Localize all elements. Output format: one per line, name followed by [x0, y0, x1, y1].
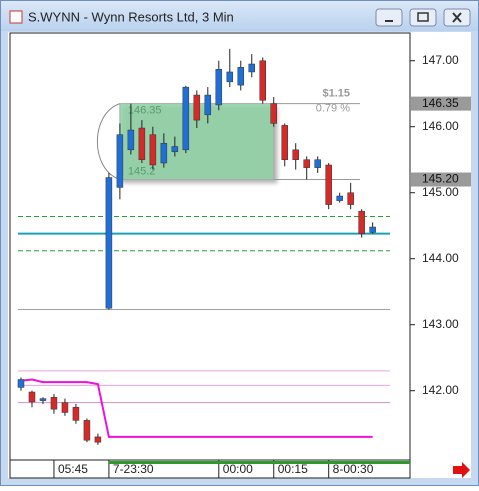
candle-body: [105, 177, 113, 309]
candle-body: [50, 397, 58, 410]
candle-body: [347, 192, 354, 205]
candle-body: [127, 129, 135, 151]
candle-body: [369, 226, 376, 233]
candle-body: [116, 134, 124, 188]
candle-body: [314, 159, 321, 168]
price-marker-label: 145.20: [422, 172, 459, 186]
candle-body: [226, 71, 234, 83]
time-axis: [9, 459, 411, 479]
minimize-button[interactable]: [375, 8, 403, 27]
candle-body: [325, 164, 332, 205]
candle-body: [336, 195, 343, 201]
candle-body: [248, 63, 256, 73]
candle-body: [182, 86, 190, 151]
candle-body: [204, 94, 212, 116]
app-icon: [9, 10, 23, 24]
candle-body: [72, 406, 80, 421]
maximize-button[interactable]: [409, 8, 437, 27]
candle-body: [149, 134, 157, 166]
x-tick-label: 05:45: [58, 462, 88, 476]
y-tick-label: 147.00: [422, 53, 459, 67]
scroll-arrow[interactable]: [453, 462, 470, 478]
x-tick-label: 00:00: [223, 462, 253, 476]
window-title: S.WYNN - Wynn Resorts Ltd, 3 Min: [28, 9, 234, 24]
measure-change: $1.15: [322, 88, 350, 100]
candle-body: [270, 103, 277, 124]
candle-body: [259, 60, 266, 101]
candle-body: [28, 391, 36, 403]
candle-body: [193, 94, 201, 121]
window-buttons[interactable]: [375, 8, 471, 27]
price-marker-label: 146.35: [422, 96, 459, 110]
candle-body: [39, 398, 47, 401]
candle-body: [17, 379, 25, 388]
y-tick-label: 144.00: [422, 251, 459, 265]
price-marker-box: [411, 172, 471, 187]
candle-body: [281, 125, 288, 160]
candle-body: [138, 127, 146, 160]
x-tick-label: 7-23:30: [113, 462, 154, 476]
candle-body: [215, 69, 223, 106]
candle-body: [358, 210, 365, 234]
x-tick-label: 8-00:30: [333, 462, 374, 476]
candle-body: [160, 142, 168, 164]
y-tick-label: 146.00: [422, 119, 459, 133]
measure-low-label: 145.2: [128, 165, 156, 177]
measure-arc: [97, 103, 121, 180]
y-tick-label: 143.00: [422, 317, 459, 331]
candle-body: [61, 402, 69, 413]
session-bar: [108, 461, 411, 464]
candle-body: [303, 159, 310, 168]
measure-percent: 0.79 %: [316, 103, 350, 115]
candle-body: [94, 436, 102, 443]
indicator-line: [20, 378, 373, 438]
y-tick-label: 145.00: [422, 185, 459, 199]
candle-body: [237, 67, 245, 86]
measure-high-label: 146.35: [128, 105, 162, 117]
price-marker-box: [411, 96, 471, 111]
y-tick-label: 142.00: [422, 383, 459, 397]
candle-body: [171, 146, 179, 153]
candle-body: [83, 420, 91, 441]
x-tick-label: 00:15: [278, 462, 308, 476]
candle-body: [292, 149, 299, 160]
